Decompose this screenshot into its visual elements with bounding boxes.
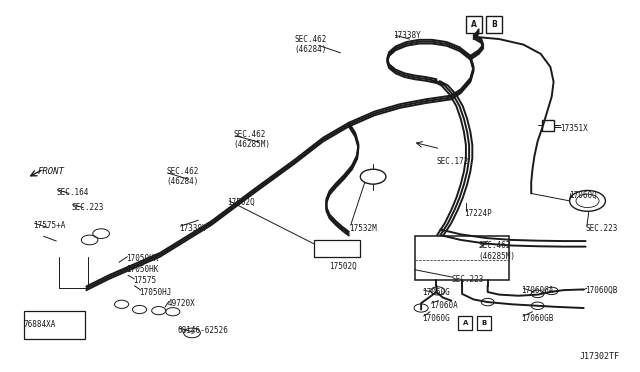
Text: 76884XA: 76884XA <box>23 320 56 329</box>
Text: 17060GB: 17060GB <box>522 314 554 323</box>
Text: SEC.172: SEC.172 <box>436 157 469 166</box>
Text: 17050HK: 17050HK <box>126 265 159 274</box>
Text: SEC.462
(46284): SEC.462 (46284) <box>294 35 327 54</box>
Text: SEC.223: SEC.223 <box>451 275 484 284</box>
Text: 17060Q: 17060Q <box>570 191 597 200</box>
Text: 08146-62526: 08146-62526 <box>178 326 228 335</box>
Bar <box>415 236 509 280</box>
Bar <box>466 16 482 33</box>
Text: SEC.223: SEC.223 <box>72 203 104 212</box>
Text: 17532M: 17532M <box>349 224 376 233</box>
Text: 49720X: 49720X <box>168 299 195 308</box>
Bar <box>486 16 502 33</box>
Text: 17502Q: 17502Q <box>330 262 357 270</box>
Text: 17338Y: 17338Y <box>179 224 207 233</box>
Text: FRONT: FRONT <box>37 167 64 176</box>
Text: 17575+A: 17575+A <box>33 221 66 230</box>
Text: 17351X: 17351X <box>560 124 588 133</box>
Bar <box>458 316 472 330</box>
Text: J17302TF: J17302TF <box>579 352 620 361</box>
Text: 17060A: 17060A <box>430 301 458 310</box>
Bar <box>542 120 554 131</box>
Text: 17060GA: 17060GA <box>522 286 554 295</box>
Text: B: B <box>492 20 497 29</box>
Text: 17575: 17575 <box>133 276 156 285</box>
Text: 2: 2 <box>190 330 194 336</box>
Text: SEC.164: SEC.164 <box>56 188 89 197</box>
Text: 17224P: 17224P <box>464 209 492 218</box>
Text: 17060G: 17060G <box>422 288 450 297</box>
Text: B: B <box>481 320 486 326</box>
Text: SEC.462
(46285M): SEC.462 (46285M) <box>479 241 516 261</box>
Text: SEC.462
(46285M): SEC.462 (46285M) <box>234 130 271 149</box>
Text: A: A <box>471 20 477 29</box>
Text: SEC.223: SEC.223 <box>586 224 618 233</box>
Text: A: A <box>463 320 468 326</box>
Text: 17060G: 17060G <box>422 314 450 323</box>
Text: 17050HK: 17050HK <box>126 254 159 263</box>
Bar <box>477 316 491 330</box>
Text: 17050HJ: 17050HJ <box>140 288 172 296</box>
Text: SEC.462
(46284): SEC.462 (46284) <box>166 167 199 186</box>
Bar <box>24 311 85 339</box>
Text: 17060QB: 17060QB <box>586 286 618 295</box>
Text: 17502Q: 17502Q <box>227 198 255 207</box>
Bar <box>314 240 360 257</box>
Text: 17338Y: 17338Y <box>394 31 421 40</box>
